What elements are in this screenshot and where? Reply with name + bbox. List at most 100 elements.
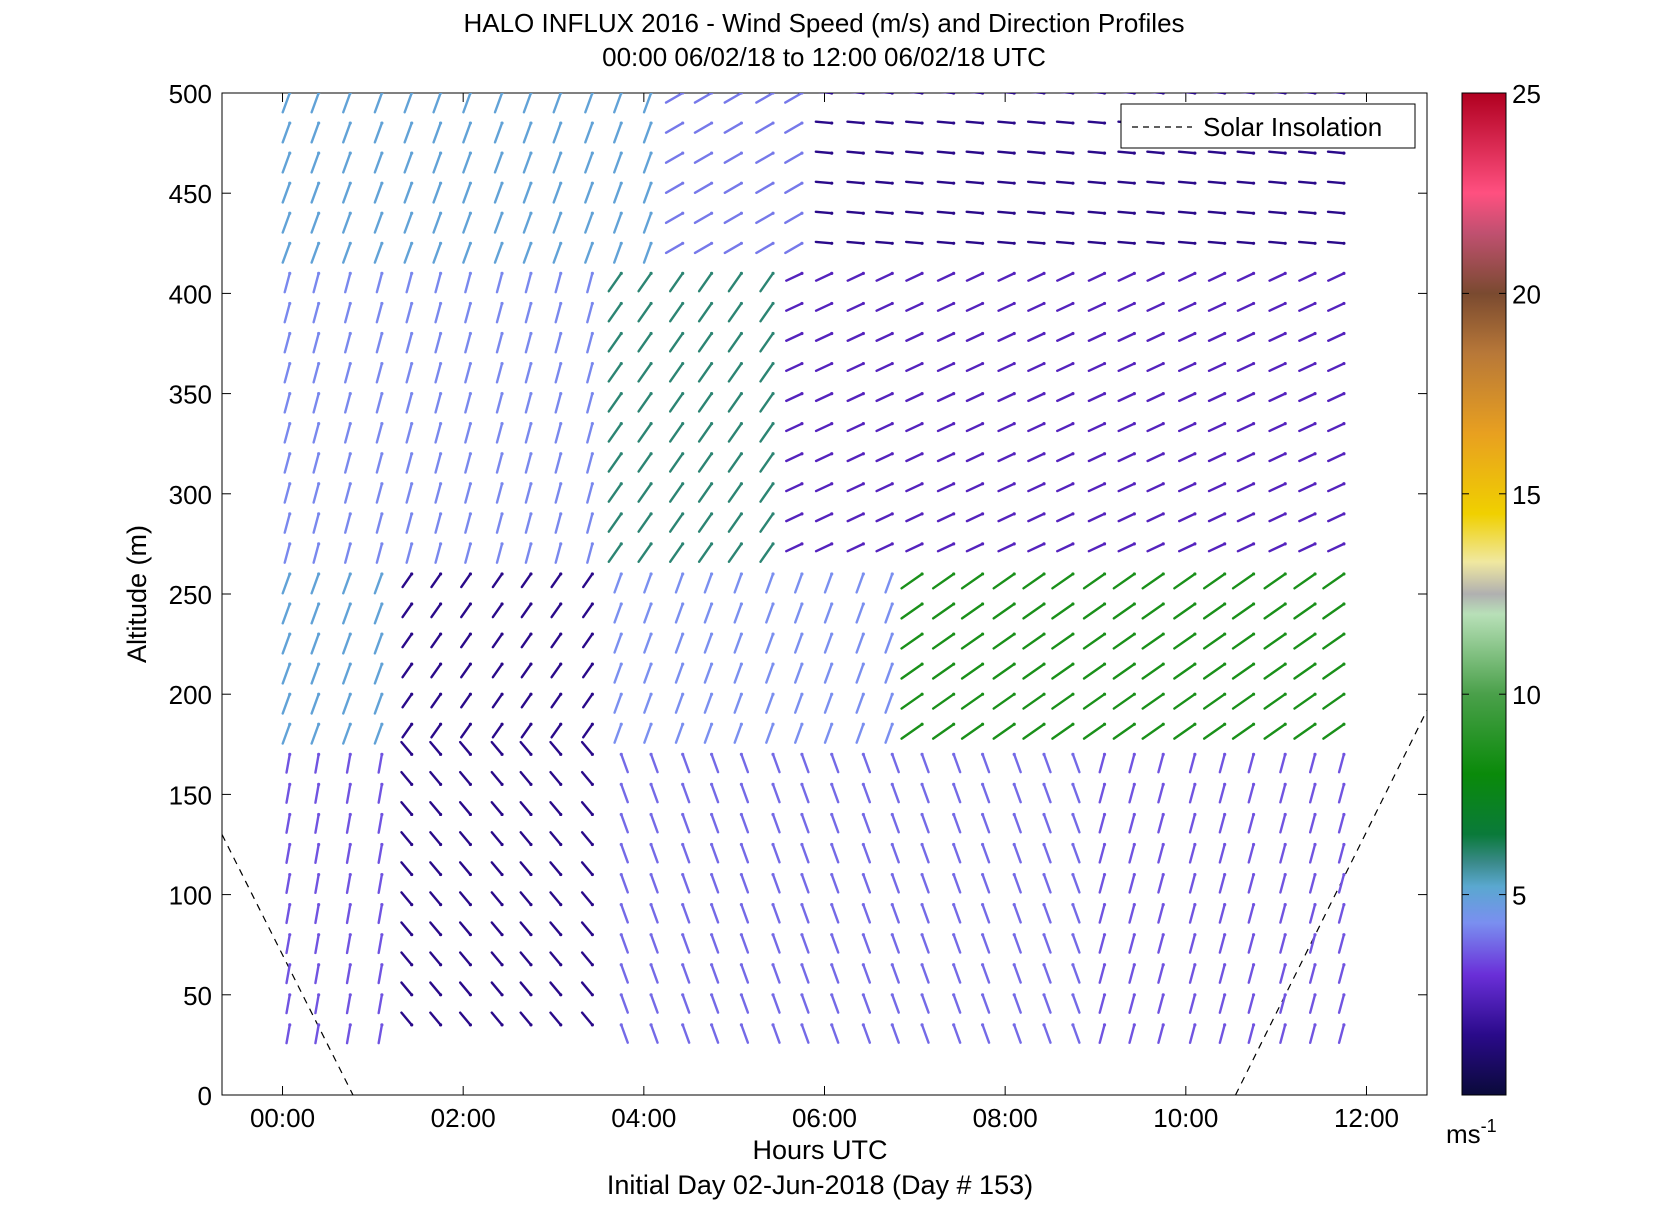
wind-stick-base — [288, 812, 292, 817]
wind-stick-base — [739, 722, 743, 726]
wind-stick-base — [438, 632, 443, 636]
wind-stick — [1112, 632, 1136, 650]
wind-stick-base — [1161, 632, 1165, 636]
wind-stick-base — [1102, 722, 1107, 726]
wind-stick-base — [500, 542, 504, 546]
wind-stick-base — [468, 301, 473, 306]
wind-stick-base — [1132, 812, 1136, 817]
wind-stick-base — [739, 482, 743, 486]
colorbar-tick-label: 20 — [1512, 279, 1541, 309]
wind-stick-base — [288, 482, 292, 486]
wind-stick-base — [1071, 812, 1075, 817]
wind-stick-base — [920, 1023, 924, 1027]
wind-stick-base — [529, 993, 533, 997]
wind-stick — [312, 302, 320, 324]
wind-stick — [1146, 392, 1165, 403]
wind-stick-base — [1132, 782, 1136, 786]
wind-stick-base — [709, 361, 714, 366]
wind-stick-base — [559, 602, 563, 606]
wind-stick — [1098, 903, 1106, 924]
wind-stick — [936, 512, 955, 523]
wind-stick — [800, 753, 810, 774]
wind-stick — [1308, 1023, 1317, 1044]
wind-stick — [586, 392, 594, 414]
wind-stick — [607, 272, 623, 293]
wind-stick — [740, 993, 750, 1014]
wind-stick-base — [529, 722, 533, 726]
wind-stick-base — [1132, 542, 1136, 546]
wind-stick-base — [709, 512, 714, 516]
wind-stick — [1042, 843, 1052, 864]
wind-stick — [520, 693, 533, 709]
wind-stick-base — [830, 602, 834, 606]
wind-stick — [281, 181, 291, 204]
wind-stick — [846, 542, 865, 553]
wind-stick-base — [559, 181, 563, 185]
wind-stick-base — [288, 422, 292, 426]
wind-stick — [884, 632, 894, 654]
wind-stick-base — [980, 752, 985, 756]
wind-stick — [846, 452, 865, 463]
wind-stick-base — [1251, 993, 1256, 997]
wind-stick-base — [1283, 151, 1287, 155]
wind-stick-base — [468, 211, 473, 215]
wind-stick — [405, 482, 413, 504]
wind-stick-base — [739, 1023, 743, 1027]
wind-stick — [1012, 873, 1022, 894]
wind-stick — [723, 151, 743, 164]
wind-stick — [668, 422, 684, 443]
wind-stick — [1337, 873, 1346, 894]
wind-stick-base — [771, 392, 775, 396]
wind-stick-base — [681, 93, 685, 95]
wind-stick-base — [739, 271, 743, 275]
wind-stick-base — [709, 241, 714, 245]
wind-stick — [1327, 422, 1346, 433]
wind-stick-base — [438, 963, 443, 967]
wind-stick-base — [559, 872, 563, 877]
wind-stick — [1042, 933, 1052, 954]
wind-stick-base — [681, 331, 685, 336]
wind-stick — [519, 981, 533, 996]
wind-stick-base — [649, 93, 653, 95]
wind-stick-base — [1042, 872, 1046, 877]
wind-stick — [1218, 813, 1226, 834]
wind-stick — [1327, 332, 1346, 342]
wind-stick — [429, 951, 442, 966]
wind-stick-base — [830, 482, 834, 486]
wind-stick-base — [1132, 392, 1136, 396]
wind-stick — [740, 963, 750, 984]
wind-stick — [952, 843, 962, 864]
wind-stick-base — [861, 872, 865, 877]
wind-stick-base — [468, 572, 473, 576]
wind-stick-base — [709, 301, 714, 306]
wind-stick — [668, 302, 684, 323]
wind-stick — [1012, 783, 1022, 804]
wind-stick — [681, 783, 691, 804]
wind-stick — [310, 693, 320, 715]
wind-stick — [884, 693, 894, 714]
wind-stick — [345, 843, 352, 864]
wind-stick — [1236, 210, 1255, 215]
wind-stick-base — [590, 872, 594, 877]
wind-stick-base — [529, 361, 533, 366]
wind-stick-base — [529, 692, 533, 696]
wind-stick — [520, 572, 533, 589]
wind-stick — [400, 981, 413, 996]
wind-stick-base — [317, 993, 321, 997]
wind-stick-base — [317, 422, 321, 426]
wind-stick-base — [920, 93, 924, 95]
wind-stick — [607, 332, 623, 353]
wind-stick-base — [861, 662, 865, 666]
wind-stick — [550, 723, 562, 739]
wind-stick-base — [317, 722, 321, 726]
wind-stick-base — [739, 963, 743, 967]
wind-stick — [314, 753, 320, 774]
wind-stick — [613, 723, 623, 744]
wind-stick — [697, 422, 713, 443]
wind-stick — [823, 662, 833, 684]
wind-stick-base — [830, 872, 834, 877]
wind-stick — [1308, 993, 1317, 1014]
wind-stick — [740, 843, 750, 864]
wind-stick-base — [1012, 331, 1016, 336]
wind-stick — [643, 632, 653, 654]
